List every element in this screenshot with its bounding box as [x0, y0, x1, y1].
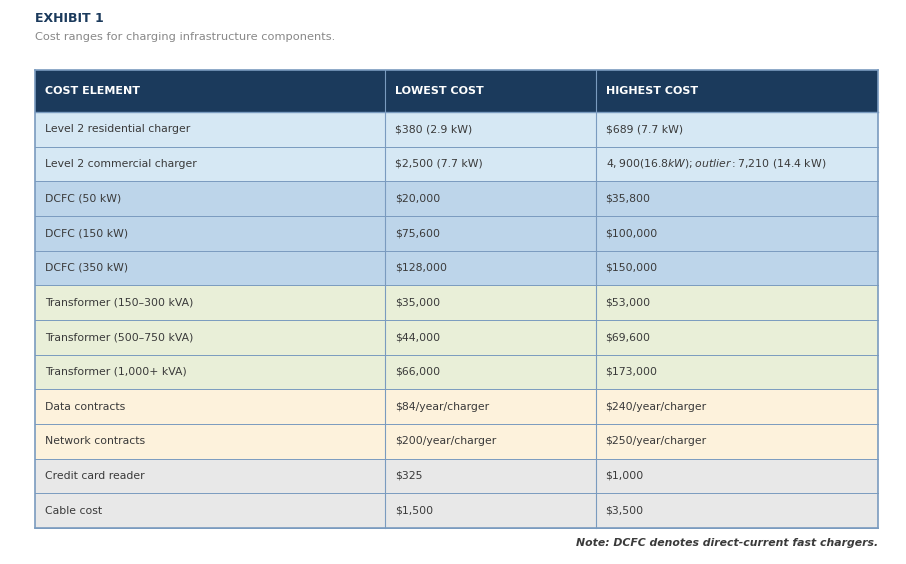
Text: DCFC (50 kW): DCFC (50 kW)	[45, 193, 121, 204]
Text: $200/year/charger: $200/year/charger	[395, 437, 496, 446]
Bar	[35, 216, 878, 250]
Text: EXHIBIT 1: EXHIBIT 1	[35, 12, 104, 25]
Bar	[35, 320, 878, 355]
Text: $69,600: $69,600	[605, 332, 651, 342]
Bar	[35, 70, 878, 112]
Bar	[35, 424, 878, 459]
Text: Transformer (500–750 kVA): Transformer (500–750 kVA)	[45, 332, 193, 342]
Bar	[35, 250, 878, 285]
Text: $20,000: $20,000	[395, 193, 440, 204]
Text: Transformer (1,000+ kVA): Transformer (1,000+ kVA)	[45, 367, 187, 377]
Text: Cost ranges for charging infrastructure components.: Cost ranges for charging infrastructure …	[35, 32, 335, 42]
Text: $325: $325	[395, 471, 422, 481]
Bar	[35, 112, 878, 147]
Bar	[35, 147, 878, 182]
Text: $100,000: $100,000	[605, 228, 658, 239]
Text: LOWEST COST: LOWEST COST	[395, 86, 484, 96]
Bar	[35, 182, 878, 216]
Text: $1,000: $1,000	[605, 471, 644, 481]
Bar	[35, 494, 878, 528]
Text: $53,000: $53,000	[605, 298, 651, 308]
Text: $173,000: $173,000	[605, 367, 658, 377]
Text: $380 (2.9 kW): $380 (2.9 kW)	[395, 124, 472, 134]
Text: $2,500 (7.7 kW): $2,500 (7.7 kW)	[395, 159, 483, 169]
Text: $4,900 (16.8 kW); outlier: $7,210 (14.4 kW): $4,900 (16.8 kW); outlier: $7,210 (14.4 …	[605, 157, 826, 170]
Text: $35,000: $35,000	[395, 298, 440, 308]
Text: Cable cost: Cable cost	[45, 506, 102, 515]
Text: $35,800: $35,800	[605, 193, 651, 204]
Bar	[35, 389, 878, 424]
Text: HIGHEST COST: HIGHEST COST	[605, 86, 698, 96]
Text: $689 (7.7 kW): $689 (7.7 kW)	[605, 124, 683, 134]
Text: $128,000: $128,000	[395, 263, 447, 273]
Text: COST ELEMENT: COST ELEMENT	[45, 86, 140, 96]
Text: Level 2 commercial charger: Level 2 commercial charger	[45, 159, 197, 169]
Bar	[35, 459, 878, 494]
Text: DCFC (150 kW): DCFC (150 kW)	[45, 228, 128, 239]
Text: $150,000: $150,000	[605, 263, 658, 273]
Text: Level 2 residential charger: Level 2 residential charger	[45, 124, 190, 134]
Bar	[35, 355, 878, 389]
Text: Transformer (150–300 kVA): Transformer (150–300 kVA)	[45, 298, 193, 308]
Text: DCFC (350 kW): DCFC (350 kW)	[45, 263, 128, 273]
Text: Credit card reader: Credit card reader	[45, 471, 145, 481]
Text: $66,000: $66,000	[395, 367, 440, 377]
Bar	[35, 285, 878, 320]
Text: Network contracts: Network contracts	[45, 437, 145, 446]
Text: $240/year/charger: $240/year/charger	[605, 402, 707, 412]
Text: Data contracts: Data contracts	[45, 402, 125, 412]
Text: $3,500: $3,500	[605, 506, 644, 515]
Text: $250/year/charger: $250/year/charger	[605, 437, 707, 446]
Text: Note: DCFC denotes direct-current fast chargers.: Note: DCFC denotes direct-current fast c…	[576, 538, 878, 548]
Text: $44,000: $44,000	[395, 332, 440, 342]
Text: $84/year/charger: $84/year/charger	[395, 402, 489, 412]
Text: $75,600: $75,600	[395, 228, 439, 239]
Text: $1,500: $1,500	[395, 506, 433, 515]
